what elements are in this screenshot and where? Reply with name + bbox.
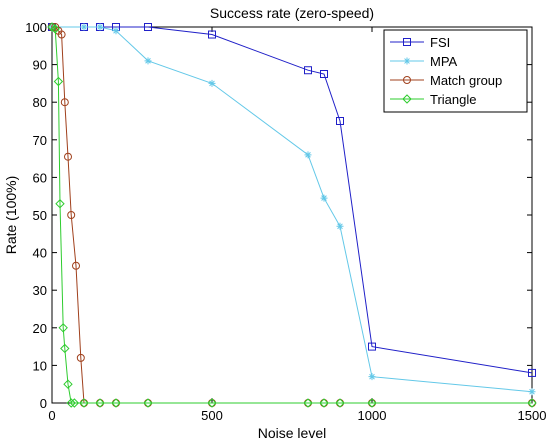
data-point-triangle: [527, 398, 537, 408]
data-point-fsi: [208, 30, 216, 39]
data-point-mpa: [80, 23, 88, 31]
data-point-match-group: [72, 261, 80, 270]
x-axis-label: Noise level: [258, 425, 326, 441]
series-triangle: [47, 22, 537, 408]
data-point-mpa: [304, 151, 312, 159]
data-point-mpa: [336, 222, 344, 230]
data-point-triangle: [50, 24, 60, 34]
chart-title: Success rate (zero-speed): [210, 5, 374, 21]
data-point-triangle: [303, 398, 313, 408]
legend-label: Match group: [430, 73, 502, 88]
legend: FSI MPA Match group Triangle: [383, 29, 528, 113]
data-point-mpa: [144, 57, 152, 65]
data-point-triangle: [143, 398, 153, 408]
y-tick-label: 80: [33, 95, 47, 110]
data-point-mpa: [96, 23, 104, 31]
data-point-fsi: [144, 23, 152, 31]
y-tick-label: 50: [33, 208, 47, 223]
data-point-mpa: [208, 79, 216, 87]
legend-swatch-marker: [403, 57, 411, 65]
y-tick-label: 60: [33, 170, 47, 185]
axis-layer: 0 500 1000 1500 0 10 20 30 40 50 60 70 80 90 100: [25, 20, 546, 423]
data-point-match-group: [76, 353, 85, 362]
data-point-mpa: [528, 388, 536, 396]
y-tick-label: 30: [33, 283, 47, 298]
data-point-triangle: [63, 379, 73, 389]
legend-swatch-marker: [403, 38, 411, 46]
data-point-triangle: [66, 398, 76, 408]
x-tick-label: 1000: [358, 408, 387, 423]
data-point-triangle: [53, 76, 64, 87]
data-point-triangle: [111, 398, 121, 408]
data-point-fsi: [304, 66, 312, 75]
data-point-triangle: [367, 398, 377, 408]
legend-swatch-marker: [402, 94, 412, 104]
data-point-fsi: [336, 117, 344, 125]
legend-label: Triangle: [430, 92, 476, 107]
series-layer: [47, 22, 537, 408]
legend-box: [383, 29, 528, 113]
legend-label: MPA: [430, 54, 458, 69]
data-point-triangle: [58, 323, 68, 333]
data-point-match-group: [57, 30, 66, 39]
legend-item-match-group: Match group: [390, 73, 502, 88]
y-tick-label: 20: [33, 321, 47, 336]
data-point-triangle: [69, 398, 80, 408]
legend-item-mpa: MPA: [390, 54, 458, 69]
legend-item-fsi: FSI: [390, 35, 450, 50]
legend-label: FSI: [430, 35, 450, 50]
data-point-triangle: [207, 398, 217, 408]
data-point-mpa: [320, 194, 328, 202]
y-tick-label: 0: [40, 396, 47, 411]
y-axis-label: Rate (100%): [3, 176, 19, 255]
x-tick-label: 500: [201, 408, 223, 423]
data-point-match-group: [67, 211, 76, 219]
data-point-match-group: [64, 152, 72, 161]
data-point-fsi: [368, 342, 376, 351]
data-point-fsi: [528, 368, 536, 377]
data-point-mpa: [368, 373, 376, 381]
data-point-triangle: [79, 398, 89, 408]
data-point-triangle: [55, 199, 65, 209]
data-point-triangle: [335, 398, 345, 408]
x-tick-label: 1500: [518, 408, 547, 423]
y-tick-label: 70: [33, 133, 47, 148]
y-tick-label: 10: [33, 358, 47, 373]
y-tick-label: 90: [33, 58, 47, 73]
data-point-mpa: [112, 27, 120, 35]
series-line-triangle: [51, 26, 532, 404]
data-point-triangle: [95, 398, 105, 408]
x-tick-label: 0: [48, 408, 55, 423]
data-point-fsi: [320, 70, 328, 78]
data-point-triangle: [60, 343, 70, 354]
y-tick-label: 100: [25, 20, 47, 35]
legend-item-triangle: Triangle: [390, 92, 476, 107]
y-tick-label: 40: [33, 246, 47, 261]
legend-swatch-marker: [403, 76, 411, 84]
data-point-triangle: [319, 398, 329, 408]
data-point-match-group: [60, 98, 69, 107]
